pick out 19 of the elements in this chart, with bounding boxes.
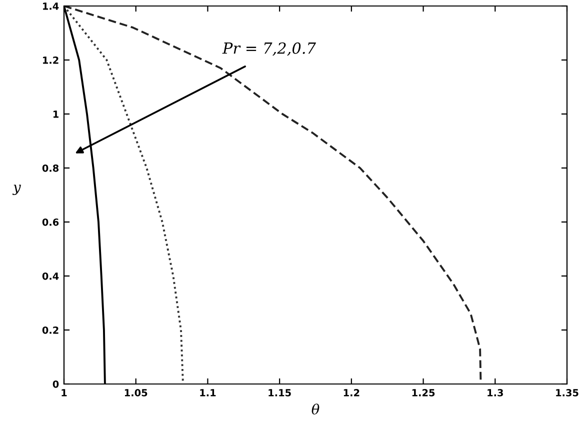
y-tick-label: 0.2 — [42, 326, 58, 334]
x-tick-label: 1.3 — [488, 389, 503, 396]
y-tick-label: 0.4 — [42, 272, 59, 280]
annotation: Pr = 7,2,0.7 — [222, 42, 316, 56]
x-tick-label: 1.05 — [124, 389, 148, 396]
x-tick-label: 1.1 — [200, 389, 216, 396]
x-tick-label: 1.2 — [344, 389, 360, 396]
y-tick-label: 0.6 — [42, 218, 59, 226]
y-tick-label: 1 — [53, 110, 58, 118]
x-tick-label: 1.25 — [412, 389, 435, 396]
y-tick-label: 0.8 — [42, 164, 59, 172]
y-axis-title: y — [12, 184, 21, 195]
x-axis-title: θ — [312, 404, 320, 415]
x-tick-label: 1.35 — [556, 389, 578, 396]
x-tick-label: 1 — [62, 389, 67, 396]
x-tick-label: 1.15 — [268, 389, 291, 396]
y-tick-label: 1.2 — [43, 56, 58, 64]
y-tick-label: 0 — [52, 380, 59, 388]
y-tick-label: 1.4 — [43, 2, 59, 10]
